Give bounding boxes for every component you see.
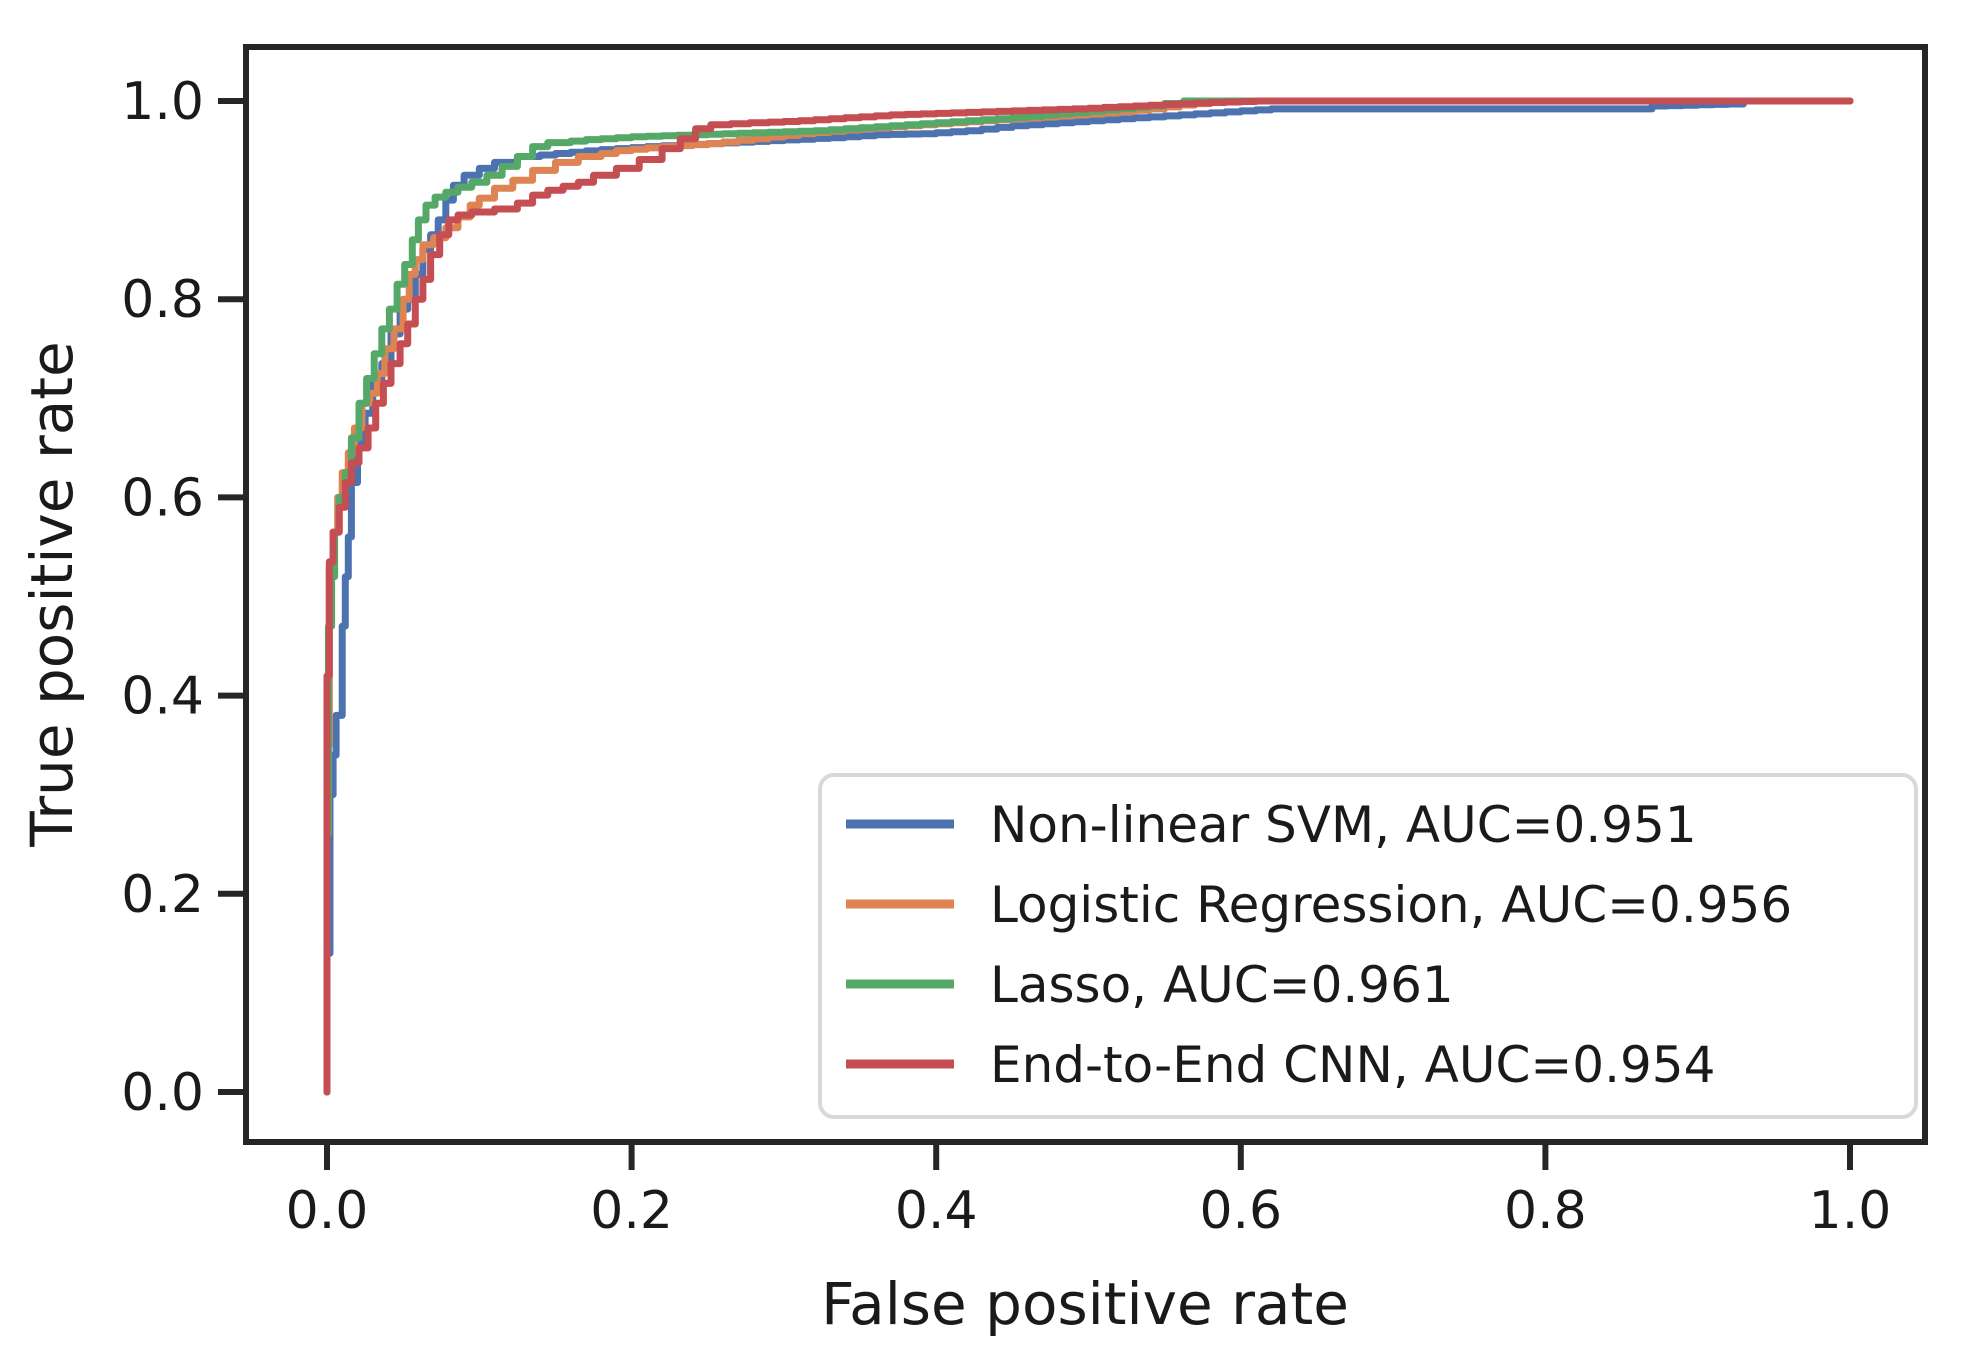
- x-tick-label: 0.4: [895, 1181, 978, 1241]
- legend-item: Logistic Regression, AUC=0.956: [846, 876, 1792, 934]
- legend-box: [818, 773, 1918, 1119]
- legend-item: Lasso, AUC=0.961: [846, 956, 1454, 1014]
- y-tick-label: 0.2: [121, 865, 204, 925]
- y-tick-label: 0.8: [121, 270, 204, 330]
- legend-item: End-to-End CNN, AUC=0.954: [846, 1036, 1715, 1094]
- axes-spines: [243, 44, 1928, 1145]
- y-tick-label: 1.0: [121, 72, 204, 132]
- y-tick-label: 0.0: [121, 1063, 204, 1123]
- roc-curve-end-to-end-cnn: [323, 97, 1854, 1096]
- legend-label-nonlinear-svm: Non-linear SVM, AUC=0.951: [990, 796, 1697, 854]
- legend-label-end-to-end-cnn: End-to-End CNN, AUC=0.954: [990, 1036, 1715, 1094]
- y-tick-label: 0.4: [121, 667, 204, 727]
- roc-curves: [323, 97, 1854, 1096]
- x-tick-label: 0.6: [1199, 1181, 1282, 1241]
- y-tick-label: 0.6: [121, 468, 204, 528]
- x-tick-label: 0.0: [286, 1181, 369, 1241]
- legend-label-logistic-regression: Logistic Regression, AUC=0.956: [990, 876, 1792, 934]
- legend-label-lasso: Lasso, AUC=0.961: [990, 956, 1454, 1014]
- y-axis-label: True positive rate: [18, 341, 86, 847]
- axis-ticks: [218, 98, 1853, 1170]
- x-tick-label: 0.8: [1504, 1181, 1587, 1241]
- x-tick-label: 0.2: [590, 1181, 673, 1241]
- x-axis-label: False positive rate: [821, 1270, 1349, 1338]
- legend: Non-linear SVM, AUC=0.951 Logistic Regre…: [818, 773, 1918, 1119]
- legend-item: Non-linear SVM, AUC=0.951: [846, 796, 1697, 854]
- y-tick-labels: 0.0 0.2 0.4 0.6 0.8 1.0: [121, 72, 204, 1123]
- x-tick-labels: 0.0 0.2 0.4 0.6 0.8 1.0: [286, 1181, 1892, 1241]
- x-tick-label: 1.0: [1809, 1181, 1892, 1241]
